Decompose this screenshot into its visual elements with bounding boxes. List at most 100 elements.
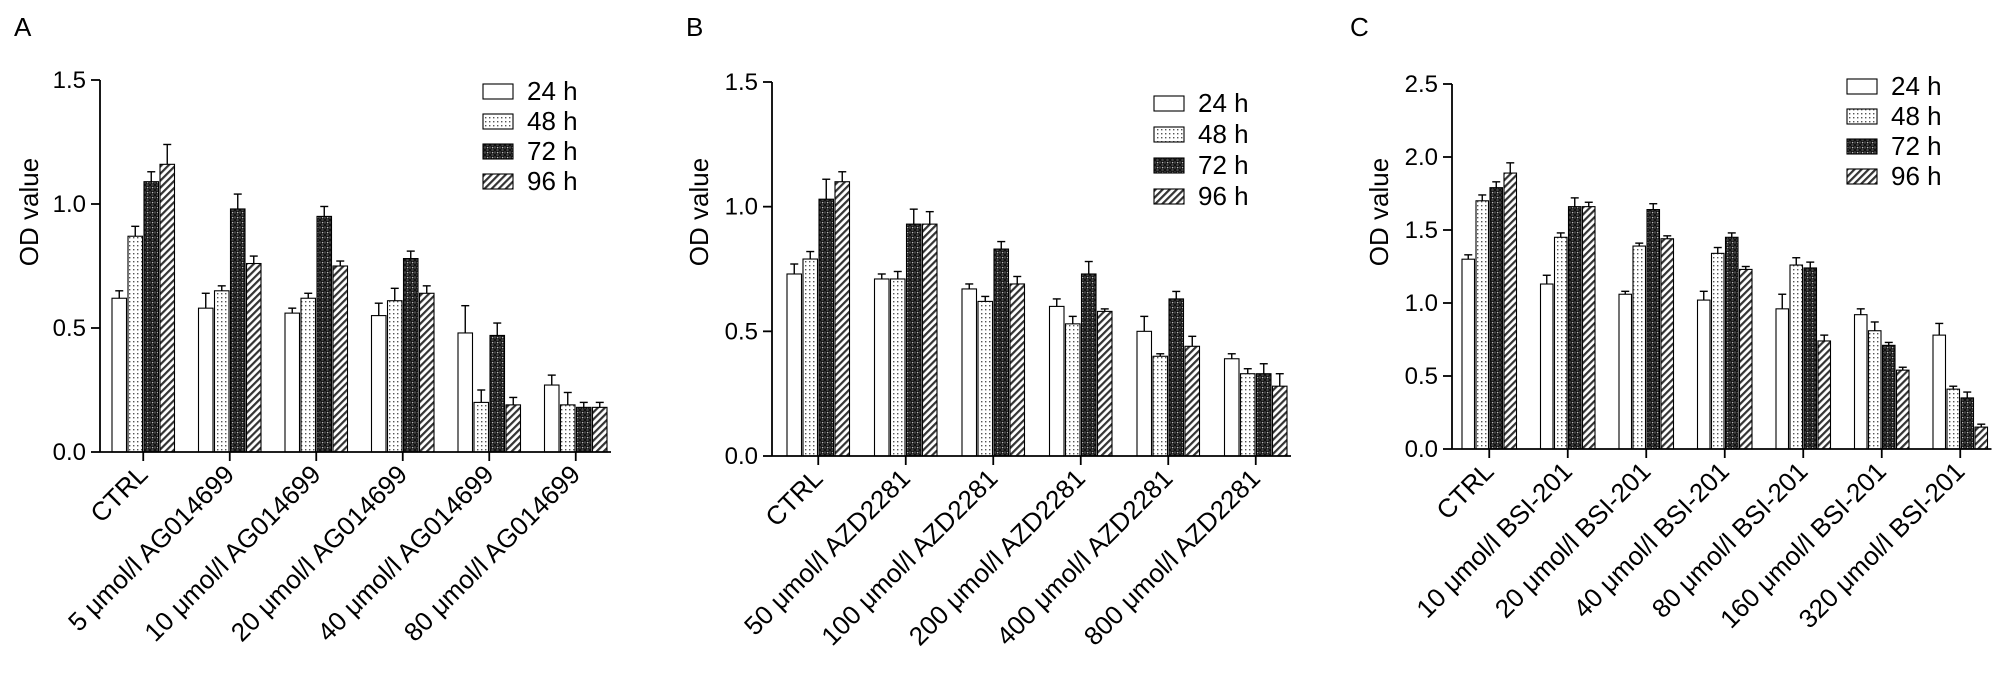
bar	[386, 300, 403, 453]
bar	[1817, 340, 1832, 450]
y-tick-label: 1.0	[1405, 290, 1438, 317]
bar	[213, 290, 230, 453]
bar	[1789, 264, 1804, 450]
bar	[1152, 355, 1169, 457]
legend-swatch	[1846, 138, 1878, 155]
bar	[457, 332, 474, 453]
bar	[1867, 330, 1882, 450]
bar	[905, 223, 922, 457]
y-tick-label: 1.0	[53, 191, 86, 218]
bar	[159, 163, 176, 453]
bar	[1775, 308, 1790, 450]
bar	[1853, 314, 1868, 450]
y-tick-label: 1.5	[1405, 217, 1438, 244]
bar	[1738, 268, 1753, 450]
panel-letter-a: A	[14, 12, 32, 42]
y-axis-title-a: OD value	[14, 158, 44, 266]
bar	[1184, 345, 1201, 457]
bar	[1932, 334, 1947, 450]
bar	[316, 215, 333, 453]
legend-label: 48 h	[1198, 119, 1249, 149]
legend-label: 24 h	[1198, 88, 1249, 118]
y-tick-label: 0.5	[725, 318, 758, 345]
bar	[473, 401, 490, 453]
bar	[1168, 298, 1185, 457]
legend-swatch	[482, 173, 514, 190]
legend-swatch	[1846, 78, 1878, 95]
category-label: CTRL	[759, 463, 828, 532]
legend-swatch	[1153, 188, 1185, 205]
bar	[1960, 397, 1975, 450]
legend-swatch	[1153, 126, 1185, 143]
bar	[1239, 373, 1256, 457]
y-tick-label: 1.0	[725, 194, 758, 221]
bar	[921, 223, 938, 457]
bar	[1009, 283, 1026, 457]
bar	[961, 288, 978, 457]
bar	[1618, 293, 1633, 450]
y-tick-label: 1.5	[725, 69, 758, 96]
y-tick-label: 0.0	[1405, 436, 1438, 463]
bar	[1255, 373, 1272, 457]
bar	[418, 292, 435, 453]
bar	[591, 406, 608, 453]
bar	[1503, 172, 1518, 450]
bar	[889, 278, 906, 457]
legend-swatch	[482, 113, 514, 130]
bar	[977, 300, 994, 457]
legend-label: 72 h	[1891, 131, 1942, 161]
bar	[1475, 200, 1490, 450]
legend-swatch	[1846, 108, 1878, 125]
bar	[1136, 330, 1153, 457]
bar	[197, 307, 214, 453]
bar	[300, 297, 317, 453]
legend-swatch	[1846, 168, 1878, 185]
y-tick-label: 2.5	[1405, 71, 1438, 98]
category-label: 5 μmol/l AG014699	[62, 459, 240, 637]
bar	[1646, 209, 1661, 450]
y-tick-label: 0.0	[53, 439, 86, 466]
legend-swatch	[482, 143, 514, 160]
panel-letter-b: B	[686, 12, 703, 42]
legend-label: 24 h	[1891, 71, 1942, 101]
y-tick-label: 1.5	[53, 67, 86, 94]
bar	[245, 262, 262, 453]
category-label: 800 μmol/l AZD2281	[1078, 463, 1266, 651]
bar	[1632, 245, 1647, 450]
bar	[1881, 344, 1896, 450]
legend-label: 96 h	[1891, 161, 1942, 191]
bar	[993, 248, 1010, 457]
bar	[1461, 258, 1476, 450]
bar	[1553, 236, 1568, 450]
legend: 24 h48 h72 h96 h	[1153, 88, 1249, 211]
bar	[1567, 206, 1582, 450]
bar	[1048, 305, 1065, 457]
bar	[143, 181, 160, 453]
bar	[1895, 369, 1910, 450]
legend-label: 24 h	[527, 76, 578, 106]
category-label: CTRL	[84, 459, 153, 528]
bar	[873, 278, 890, 457]
category-label: 50 μmol/l AZD2281	[738, 463, 916, 641]
bar	[1080, 273, 1097, 457]
bar	[1660, 238, 1675, 450]
bar	[332, 265, 349, 453]
bar	[543, 384, 560, 453]
bar	[402, 258, 419, 453]
legend-label: 96 h	[527, 166, 578, 196]
bar	[284, 312, 301, 453]
bar	[111, 297, 128, 453]
bar	[818, 198, 835, 457]
bar	[229, 208, 246, 453]
bar	[489, 334, 506, 453]
legend-label: 72 h	[527, 136, 578, 166]
bar	[1946, 388, 1961, 450]
y-tick-label: 0.0	[725, 443, 758, 470]
bar	[1581, 206, 1596, 450]
